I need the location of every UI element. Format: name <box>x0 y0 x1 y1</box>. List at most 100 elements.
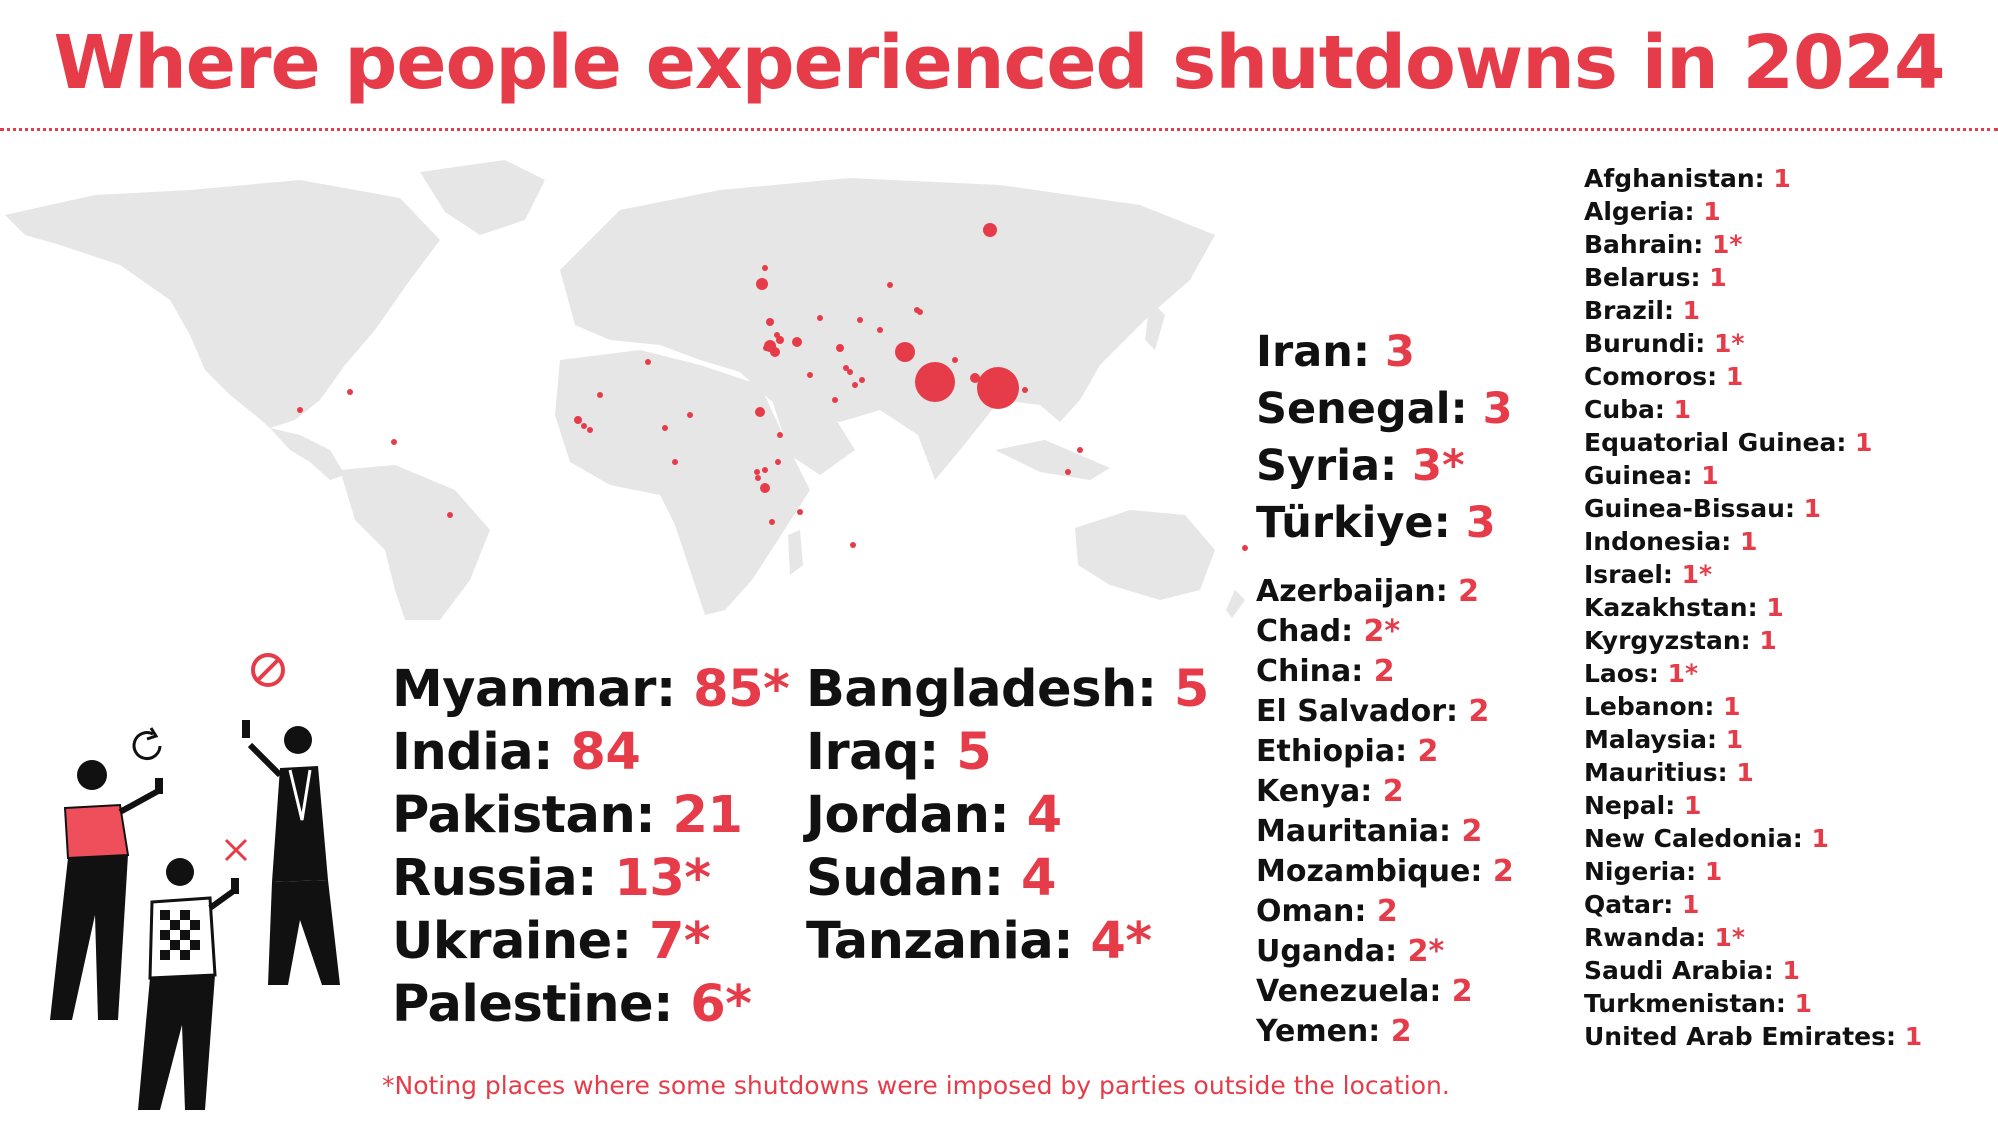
shutdown-count: 3 <box>1465 498 1496 548</box>
country-name: El Salvador: <box>1256 694 1459 729</box>
marker-lebanon <box>774 332 780 338</box>
shutdown-count: 84 <box>570 723 641 782</box>
land-southeast-asia <box>995 440 1110 480</box>
country-name: Turkmenistan: <box>1584 989 1786 1018</box>
country-name: United Arab Emirates: <box>1584 1022 1896 1051</box>
shutdown-count: 1* <box>1713 329 1745 358</box>
marker-tanzania <box>760 483 770 493</box>
country-entry: Guinea: 1 <box>1584 459 1922 492</box>
marker-united-arab-emirates <box>859 377 865 383</box>
shutdown-count: 2 <box>1492 854 1514 889</box>
marker-chad <box>687 412 693 418</box>
shutdown-count: 2* <box>1363 614 1401 649</box>
country-name: India: <box>392 723 554 782</box>
marker-guinea-bissau <box>581 423 587 429</box>
country-name: Equatorial Guinea: <box>1584 428 1847 457</box>
country-name: New Caledonia: <box>1584 824 1803 853</box>
shutdown-count: 1 <box>1803 494 1822 523</box>
shutdown-count: 1 <box>1683 791 1702 820</box>
shutdown-count: 1 <box>1782 956 1800 985</box>
country-entry: Pakistan: 21 <box>392 784 789 847</box>
country-entry: Myanmar: 85* <box>392 658 790 721</box>
country-entry: Cuba: 1 <box>1584 393 1922 426</box>
country-entry: Uganda: 2* <box>1256 932 1514 972</box>
marker-new-caledonia <box>1242 545 1248 551</box>
marker-belarus <box>762 265 768 271</box>
world-map <box>5 160 1248 620</box>
shutdown-count: 1 <box>1673 395 1692 424</box>
country-entry: Equatorial Guinea: 1 <box>1584 426 1922 459</box>
country-entry: El Salvador: 2 <box>1256 692 1514 732</box>
shutdown-count: 2 <box>1382 774 1404 809</box>
shutdown-count: 2 <box>1451 974 1473 1009</box>
country-entry: Bahrain: 1* <box>1584 228 1922 261</box>
shutdown-count: 4 <box>1020 849 1057 908</box>
country-name: Palestine: <box>392 975 674 1034</box>
country-entry: Mauritius: 1 <box>1584 756 1922 789</box>
marker-nepal <box>952 357 958 363</box>
marker-sudan <box>755 407 765 417</box>
country-name: Russia: <box>392 849 598 908</box>
marker-israel <box>763 345 769 351</box>
shutdown-count: 7* <box>648 912 711 971</box>
shutdown-count: 1* <box>1667 659 1699 688</box>
shutdown-count: 1 <box>1682 296 1701 325</box>
country-name: Nepal: <box>1584 791 1676 820</box>
country-entry: Kazakhstan: 1 <box>1584 591 1922 624</box>
shutdown-count: 6* <box>690 975 752 1034</box>
shutdown-count: 1 <box>1794 989 1813 1018</box>
country-name: Pakistan: <box>392 786 656 845</box>
country-entry: Syria: 3* <box>1256 438 1513 495</box>
marker-kyrgyzstan <box>914 307 920 313</box>
country-name: Brazil: <box>1584 296 1674 325</box>
shutdown-count: 4 <box>1026 786 1063 845</box>
shutdown-count: 1 <box>1725 362 1744 391</box>
country-name: Azerbaijan: <box>1256 574 1448 609</box>
country-entry: Israel: 1* <box>1584 558 1922 591</box>
shutdown-count: 1 <box>1709 263 1727 292</box>
marker-pakistan <box>895 342 915 362</box>
group-one: Afghanistan: 1 Algeria: 1 Bahrain: 1* Belar… <box>1584 162 1922 1053</box>
country-name: Oman: <box>1256 894 1367 929</box>
country-entry: Russia: 13* <box>392 847 789 910</box>
shutdown-count: 1 <box>1811 824 1829 853</box>
marker-uganda <box>762 467 768 473</box>
country-name: Cuba: <box>1584 395 1665 424</box>
group-top: Myanmar: 85* India: 84 Pakistan: 21 Russia:… <box>392 658 790 1036</box>
shutdown-count: 1 <box>1904 1022 1923 1051</box>
marker-syria <box>776 336 784 344</box>
country-name: Rwanda: <box>1584 923 1706 952</box>
marker-india <box>915 362 955 402</box>
country-entry: Belarus: 1 <box>1584 261 1922 294</box>
country-name: Chad: <box>1256 614 1354 649</box>
country-name: Iran: <box>1256 327 1371 377</box>
marker-el-salvador <box>297 407 303 413</box>
prohibited-icon <box>251 653 285 687</box>
shutdown-count: 3* <box>1412 441 1465 491</box>
shutdown-count: 1 <box>1704 857 1723 886</box>
country-name: Comoros: <box>1584 362 1718 391</box>
marker-azerbaijan <box>817 315 823 321</box>
land-north-america <box>5 180 440 428</box>
land-japan <box>1145 300 1165 350</box>
country-entry: Kyrgyzstan: 1 <box>1584 624 1922 657</box>
land-greenland <box>420 160 545 235</box>
shutdown-count: 2 <box>1458 574 1480 609</box>
country-entry: New Caledonia: 1 <box>1584 822 1922 855</box>
marker-laos <box>1022 387 1028 393</box>
marker-iraq <box>792 337 802 347</box>
marker-cuba <box>347 389 353 395</box>
marker-bahrain <box>843 365 849 371</box>
land-south-america <box>340 465 490 620</box>
country-name: Venezuela: <box>1256 974 1442 1009</box>
person-center <box>138 858 239 1110</box>
marker-turkiye <box>766 318 774 326</box>
close-icon <box>224 838 248 862</box>
country-entry: Mauritania: 2 <box>1256 812 1514 852</box>
marker-brazil <box>447 512 453 518</box>
refresh-icon <box>132 727 162 761</box>
group-second: Bangladesh: 5 Iraq: 5 Jordan: 4 Sudan: 4 Tan… <box>806 658 1209 973</box>
country-name: Syria: <box>1256 441 1398 491</box>
shutdown-count: 13* <box>614 849 711 908</box>
land-central-america <box>270 428 345 480</box>
